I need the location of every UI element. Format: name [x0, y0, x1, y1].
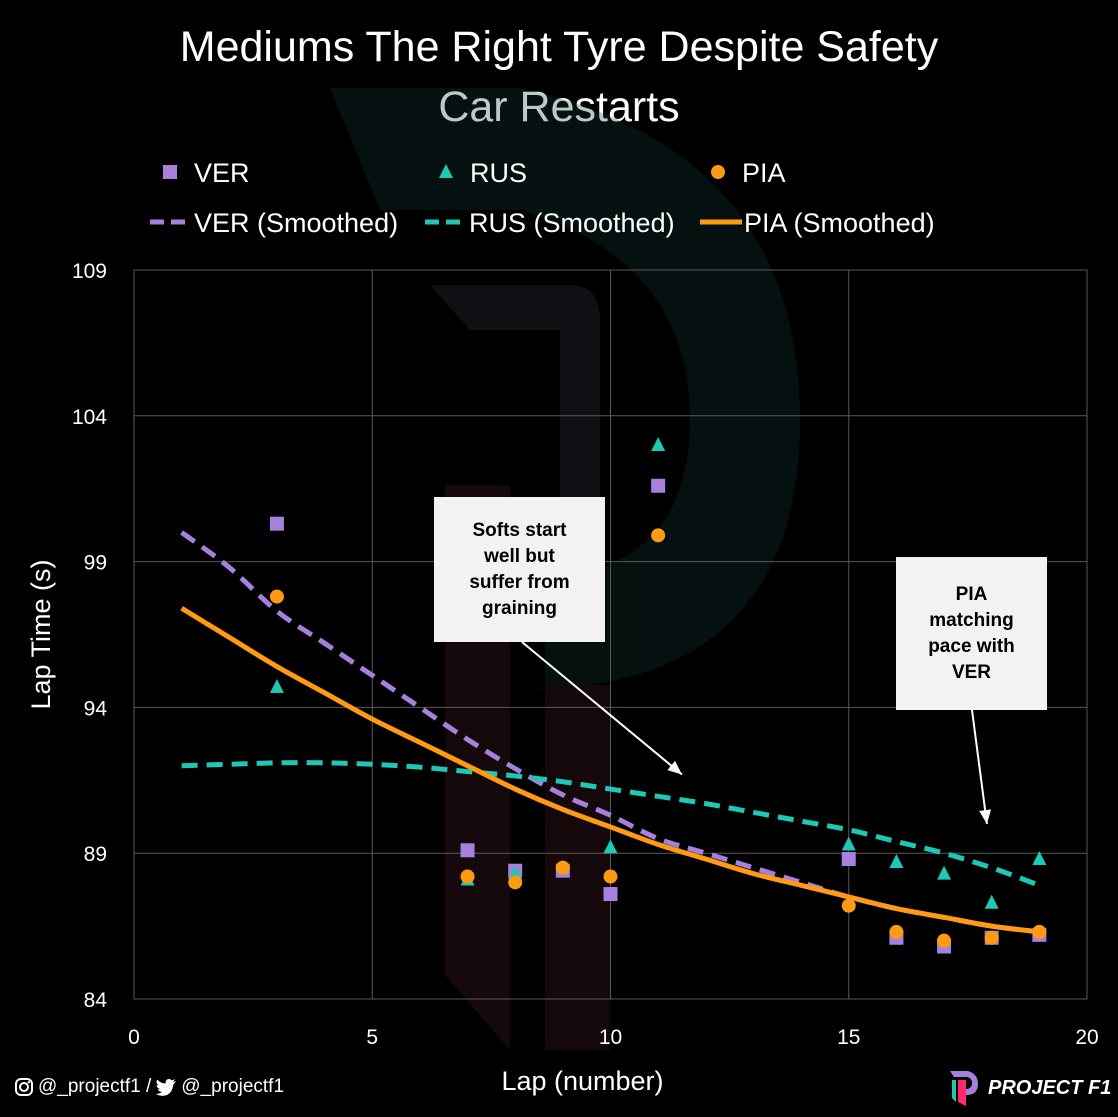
data-point-rus — [841, 836, 856, 851]
data-point-pia — [1032, 924, 1047, 939]
twitter-handle: @_projectf1 — [181, 1076, 285, 1097]
brand-name: PROJECT F1 — [988, 1076, 1112, 1099]
data-point-rus — [1032, 851, 1047, 866]
annotation-arrow-head — [667, 760, 682, 775]
y-tick-label: 89 — [84, 843, 107, 866]
data-point-ver — [460, 843, 475, 858]
chart-title-line-1: Mediums The Right Tyre Despite Safety — [179, 23, 939, 71]
data-point-rus — [937, 865, 952, 880]
brand-logo: PROJECT F1 — [946, 1068, 1111, 1108]
legend-label: VER (Smoothed) — [194, 208, 398, 238]
legend-label: RUS — [470, 158, 527, 188]
data-point-rus — [508, 865, 523, 880]
y-tick-label: 109 — [72, 260, 107, 283]
data-point-ver — [603, 887, 618, 902]
y-tick-label: 104 — [72, 406, 107, 429]
series-line-ver-smoothed — [180, 530, 1040, 935]
x-tick-label: 10 — [599, 1026, 622, 1049]
annotation-arrow-head — [979, 809, 992, 825]
annotation-arrow-line — [971, 709, 988, 825]
data-point-pia — [555, 860, 570, 875]
instagram-icon — [15, 1078, 33, 1096]
data-point-pia — [984, 930, 999, 945]
data-point-rus — [269, 678, 284, 693]
series-line-pia-smoothed — [180, 606, 1040, 935]
y-tick-label: 84 — [84, 989, 108, 1012]
chart-title-line-2: Car Restarts — [0, 80, 1118, 134]
legend-label: PIA (Smoothed) — [744, 208, 935, 238]
footer-social: @_projectf1 / @_projectf1 — [14, 1076, 284, 1098]
x-tick-label: 0 — [128, 1026, 140, 1049]
x-tick-label: 5 — [366, 1026, 378, 1049]
legend-label: VER — [194, 158, 250, 188]
x-tick-label: 15 — [837, 1026, 860, 1049]
y-tick-label: 99 — [84, 552, 107, 575]
twitter-icon — [155, 1078, 177, 1096]
legend-label: PIA — [742, 158, 786, 188]
instagram-handle: @_projectf1 / — [38, 1076, 152, 1097]
project-f1-logo-icon — [950, 1071, 978, 1106]
series-line-rus-smoothed — [181, 760, 1041, 888]
data-point-rus — [603, 839, 618, 854]
data-point-pia — [603, 869, 618, 884]
annotation-softs: Softs start well but suffer from grainin… — [434, 497, 605, 642]
data-point-pia — [937, 933, 952, 948]
data-point-rus — [889, 853, 904, 868]
data-point-rus — [651, 436, 666, 451]
data-point-ver — [651, 478, 666, 493]
data-point-pia — [841, 898, 856, 913]
data-point-pia — [460, 869, 475, 884]
data-point-pia — [508, 875, 523, 890]
data-point-rus — [984, 894, 999, 909]
data-point-pia — [651, 528, 666, 543]
annotation-arrow-line — [521, 641, 683, 776]
x-tick-label: 20 — [1075, 1026, 1098, 1049]
data-point-ver — [269, 516, 284, 531]
data-point-pia — [269, 589, 284, 604]
data-point-pia — [889, 924, 904, 939]
x-axis-title: Lap (number) — [501, 1066, 663, 1096]
legend-marker-rus — [439, 164, 453, 178]
y-tick-label: 94 — [84, 697, 108, 720]
y-axis-title: Lap Time (s) — [26, 559, 56, 709]
legend-label: RUS (Smoothed) — [469, 208, 675, 238]
legend-marker-ver — [163, 165, 177, 179]
annotation-pia: PIA matching pace with VER — [896, 557, 1047, 710]
legend-marker-pia — [711, 165, 725, 179]
data-point-ver — [841, 852, 856, 867]
